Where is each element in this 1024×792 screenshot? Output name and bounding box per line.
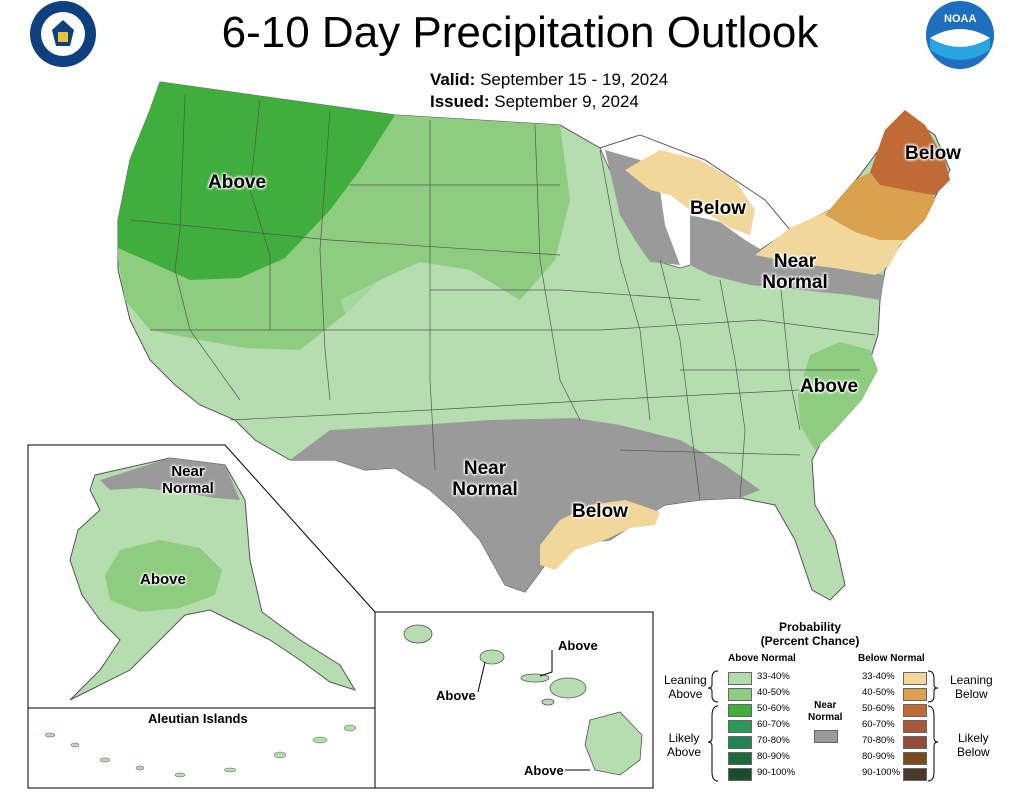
legend-leaning-below: Leaning Below [950, 673, 993, 701]
aleutian-chain [44, 724, 357, 778]
label-hawaii-above-big-island: Above [524, 763, 564, 778]
legend-near-2: Normal [808, 712, 843, 723]
legend-leaning-above-2: Above [668, 687, 703, 701]
legend-above-swatch [728, 688, 752, 701]
label-line-2: Normal [162, 480, 214, 497]
legend-above-swatch [728, 768, 752, 781]
legend-below-swatch [903, 768, 927, 781]
label-hawaii-above-maui: Above [558, 638, 598, 653]
legend-below-range-label: 60-70% [862, 719, 895, 730]
label-line-2: Normal [452, 479, 518, 500]
legend-below-swatch [903, 672, 927, 685]
label-midatlantic-near-normal: Near Normal [750, 251, 840, 293]
label-texas-near-normal: Near Normal [440, 458, 530, 500]
label-line-1: Near [773, 251, 817, 272]
legend-below-range-label: 90-100% [862, 767, 901, 778]
legend-title-2: (Percent Chance) [760, 634, 860, 648]
legend-above-swatch [728, 752, 752, 765]
legend-above-swatch [728, 704, 752, 717]
legend-title: Probability (Percent Chance) [740, 620, 880, 648]
legend-leaning-above-1: Leaning [664, 673, 707, 687]
legend-below-swatch [903, 720, 927, 733]
near-normal-south [290, 418, 760, 592]
legend-above-swatch [728, 672, 752, 685]
alaska-above-40-50 [105, 540, 222, 612]
legend-above-range-label: 90-100% [757, 767, 796, 778]
label-gulf-below: Below [572, 501, 628, 522]
below-33-40-gulf [540, 500, 660, 570]
hawaii-pointers [477, 650, 590, 771]
label-great-lakes-below: Below [690, 198, 746, 219]
legend-likely-above: Likely Above [667, 731, 701, 759]
legend-below-swatch [903, 736, 927, 749]
legend-above-range-label: 40-50% [757, 687, 790, 698]
legend-near-1: Near [814, 700, 837, 711]
alaska-near-normal [100, 458, 240, 500]
legend-above-range-label: 50-60% [757, 703, 790, 714]
legend-likely-below-1: Likely [958, 731, 989, 745]
valid-label: Valid: [430, 70, 476, 89]
hawaii-islands [403, 624, 643, 776]
legend-above-head: Above Normal [728, 653, 796, 664]
below-33-40-michigan [625, 150, 755, 235]
legend-leaning-below-2: Below [955, 687, 988, 701]
legend-below-range-label: 70-80% [862, 735, 895, 746]
legend-above-range-label: 33-40% [757, 671, 790, 682]
legend-below-head: Below Normal [858, 653, 925, 664]
legend-leaning-below-1: Leaning [950, 673, 993, 687]
below-50-60-maine [870, 110, 950, 195]
issued-label: Issued: [430, 92, 490, 111]
issued-value: September 9, 2024 [494, 92, 639, 111]
legend-above-swatch [728, 720, 752, 733]
legend-likely-below-2: Below [957, 745, 990, 759]
label-alaska-near-normal: Near Normal [152, 463, 224, 497]
legend-below-swatch [903, 752, 927, 765]
legend-likely-above-2: Above [667, 745, 702, 759]
noaa-logo-text: NOAA [944, 13, 977, 25]
legend-likely-above-1: Likely [668, 731, 700, 745]
label-northeast-below: Below [905, 143, 961, 164]
label-alaska-above: Above [140, 571, 186, 588]
valid-value: September 15 - 19, 2024 [480, 70, 669, 89]
legend-above-swatch [728, 736, 752, 749]
commerce-seal-logo [30, 1, 96, 67]
issued-date: Issued: September 9, 2024 [430, 92, 639, 112]
legend-above-range-label: 80-90% [757, 751, 790, 762]
valid-dates: Valid: September 15 - 19, 2024 [430, 70, 668, 90]
near-normal-midwest [690, 215, 885, 300]
label-line-1: Near [171, 463, 205, 480]
page-title: 6-10 Day Precipitation Outlook [221, 8, 819, 57]
label-aleutian-islands: Aleutian Islands [148, 711, 248, 726]
legend-below-range-label: 40-50% [862, 687, 895, 698]
legend-likely-below: Likely Below [957, 731, 990, 759]
label-line-1: Near [463, 458, 507, 479]
legend-above-range-label: 60-70% [757, 719, 790, 730]
above-50-60-northwest [118, 82, 395, 280]
noaa-logo [926, 1, 994, 69]
legend-near-normal-swatch [814, 730, 838, 743]
label-northwest-above: Above [208, 172, 267, 193]
state-boundaries [129, 94, 876, 501]
label-line-2: Normal [762, 272, 828, 293]
legend-below-range-label: 33-40% [862, 671, 895, 682]
legend-leaning-above: Leaning Above [664, 673, 707, 701]
near-normal-wisconsin [605, 150, 680, 265]
legend-near-normal-label: Near Normal [808, 700, 842, 724]
above-40-50-southeast [798, 342, 878, 450]
legend-below-swatch [903, 704, 927, 717]
legend-below-range-label: 80-90% [862, 751, 895, 762]
legend-below-range-label: 50-60% [862, 703, 895, 714]
legend-below-swatch [903, 688, 927, 701]
label-southeast-above: Above [800, 376, 859, 397]
legend-title-1: Probability [778, 620, 841, 634]
legend-above-range-label: 70-80% [757, 735, 790, 746]
label-hawaii-above-west: Above [436, 688, 476, 703]
